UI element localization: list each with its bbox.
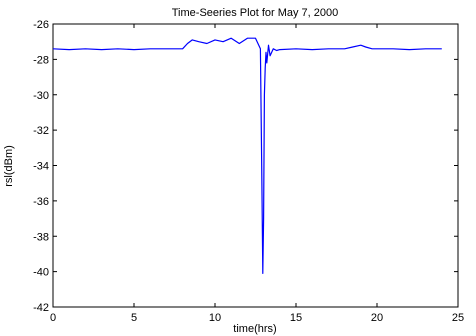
- chart-title: Time-Seeries Plot for May 7, 2000: [172, 7, 339, 19]
- y-tick-label: -36: [33, 196, 49, 208]
- plot-area: 0 5 10 15 20 25 -26 -28 -30 -32 -34 -36 -38 -40 -42: [33, 19, 464, 324]
- y-tick-label: -32: [33, 125, 49, 137]
- x-tick-label: 10: [209, 312, 221, 324]
- y-tick-label: -42: [33, 302, 49, 314]
- y-axis-label: rsl(dBm): [3, 145, 15, 187]
- y-tick-label: -40: [33, 267, 49, 279]
- x-tick-label: 20: [371, 312, 383, 324]
- x-tick-label: 0: [50, 312, 56, 324]
- x-axis-label: time(hrs): [233, 323, 276, 335]
- x-tick-label: 25: [452, 312, 464, 324]
- y-tick-label: -30: [33, 90, 49, 102]
- y-tick-label: -38: [33, 231, 49, 243]
- y-tick-label: -26: [33, 19, 49, 31]
- x-tick-label: 15: [290, 312, 302, 324]
- y-tick-label: -34: [33, 161, 49, 173]
- x-tick-label: 5: [131, 312, 137, 324]
- y-tick-label: -28: [33, 54, 49, 66]
- series-line: [52, 37, 442, 274]
